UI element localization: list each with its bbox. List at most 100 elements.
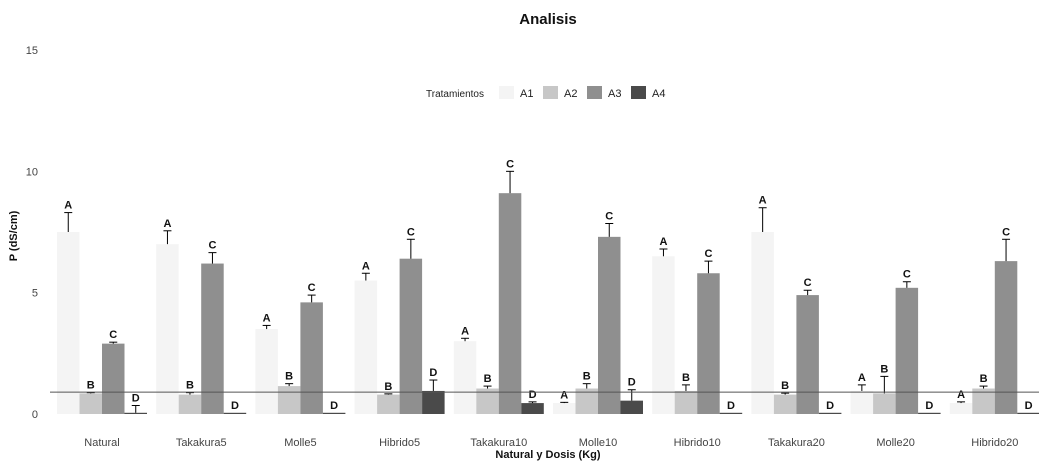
x-tick-label: Molle5 <box>284 437 316 449</box>
significance-label: C <box>605 211 613 223</box>
x-tick-label: Molle10 <box>579 437 618 449</box>
bar <box>620 400 643 414</box>
significance-label: D <box>132 393 140 405</box>
significance-label: A <box>659 236 667 248</box>
significance-label: D <box>1025 400 1033 412</box>
bar <box>79 393 102 414</box>
x-tick-label: Natural <box>84 437 119 449</box>
x-tick-label: Hibrido20 <box>971 437 1018 449</box>
x-tick-label: Molle20 <box>876 437 915 449</box>
bar <box>476 388 499 414</box>
y-tick-label: 0 <box>32 409 38 421</box>
x-tick-label: Takakura10 <box>470 437 527 449</box>
significance-label: D <box>231 400 239 412</box>
bar <box>124 412 147 414</box>
significance-label: D <box>628 377 636 389</box>
bar <box>57 232 80 414</box>
significance-label: C <box>208 240 216 252</box>
y-tick-label: 5 <box>32 288 38 300</box>
significance-label: D <box>429 367 437 379</box>
x-tick-label: Takakura20 <box>768 437 825 449</box>
bar <box>818 412 842 414</box>
legend-swatch <box>543 86 558 99</box>
legend-swatch <box>631 86 646 99</box>
significance-label: A <box>957 389 965 401</box>
significance-label: C <box>109 329 117 341</box>
bar <box>994 261 1018 414</box>
bar <box>553 403 576 414</box>
bar <box>652 256 675 414</box>
significance-label: A <box>461 325 469 337</box>
bar <box>498 193 522 414</box>
y-axis-title: P (dS/cm) <box>8 210 20 261</box>
x-tick-label: Takakura5 <box>176 437 227 449</box>
bar <box>521 403 544 414</box>
significance-label: B <box>186 380 194 392</box>
bar <box>850 390 874 414</box>
bar <box>873 393 896 414</box>
significance-label: B <box>384 381 392 393</box>
significance-label: C <box>804 277 812 289</box>
bar <box>399 258 423 414</box>
legend-label: A2 <box>564 88 577 100</box>
significance-label: A <box>858 372 866 384</box>
significance-label: B <box>880 363 888 375</box>
bar <box>453 341 477 414</box>
bar <box>918 412 941 414</box>
bars: A A A A A A A A A A B B B B B B B B B B C C C C C C C C C C D D D D D D D D D D <box>50 158 1039 414</box>
legend-label: A1 <box>520 88 533 100</box>
x-axis-title: Natural y Dosis (Kg) <box>495 449 600 461</box>
y-tick-label: 15 <box>26 45 38 57</box>
bar <box>300 302 323 414</box>
legend-label: A4 <box>652 88 665 100</box>
significance-label: A <box>759 195 767 207</box>
significance-label: B <box>484 373 492 385</box>
significance-label: D <box>826 400 834 412</box>
x-tick-label: Hibrido5 <box>379 437 420 449</box>
legend-label: A3 <box>608 88 621 100</box>
y-axis: 0 5 10 15 <box>26 45 38 421</box>
significance-label: D <box>727 400 735 412</box>
legend-title: Tratamientos <box>426 89 484 100</box>
x-tick-label: Hibrido10 <box>674 437 721 449</box>
significance-label: A <box>163 218 171 230</box>
chart-title: Analisis <box>519 11 577 28</box>
bar <box>178 394 202 414</box>
significance-label: C <box>407 226 415 238</box>
bar <box>674 390 698 414</box>
significance-label: B <box>583 371 591 383</box>
significance-label: A <box>64 200 72 212</box>
bar <box>223 412 247 414</box>
significance-label: C <box>1002 226 1010 238</box>
bar <box>1017 412 1039 414</box>
bar <box>102 343 125 414</box>
bar <box>895 287 919 414</box>
bar <box>751 232 774 414</box>
significance-label: D <box>529 389 537 401</box>
significance-label: B <box>781 380 789 392</box>
bar <box>354 280 378 414</box>
bar <box>773 394 797 414</box>
bar <box>949 403 973 414</box>
bar <box>972 388 995 414</box>
bar <box>156 244 179 414</box>
significance-label: B <box>87 380 95 392</box>
bar <box>719 412 743 414</box>
significance-label: C <box>506 158 514 170</box>
legend-swatch <box>499 86 514 99</box>
significance-label: A <box>263 312 271 324</box>
bar <box>697 273 720 414</box>
significance-label: C <box>704 248 712 260</box>
bar <box>598 236 621 414</box>
significance-label: C <box>903 269 911 281</box>
bar <box>377 394 400 414</box>
bar <box>277 386 301 414</box>
significance-label: D <box>925 400 933 412</box>
significance-label: B <box>285 371 293 383</box>
legend: Tratamientos A1 A2 A3 A4 <box>426 86 665 100</box>
significance-label: B <box>682 372 690 384</box>
bar <box>575 388 598 414</box>
significance-label: A <box>362 260 370 272</box>
bar <box>201 263 224 414</box>
significance-label: D <box>330 400 338 412</box>
